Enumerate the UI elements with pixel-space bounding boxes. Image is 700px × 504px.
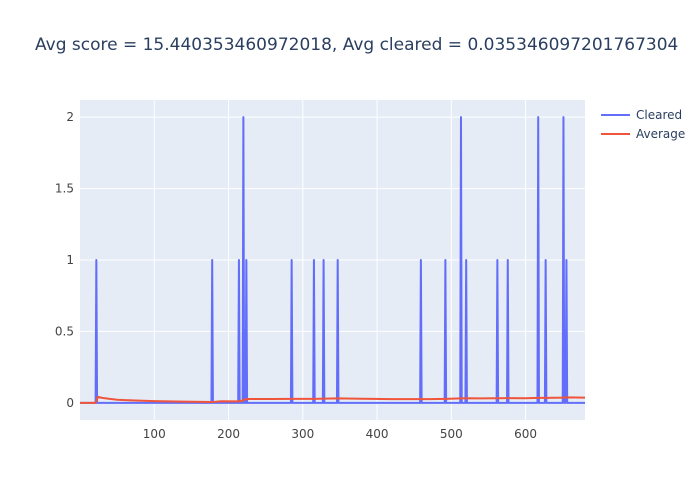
x-tick-label: 200 (217, 427, 240, 441)
y-tick-label: 1.5 (55, 182, 74, 196)
x-tick-label: 100 (143, 427, 166, 441)
series-line-average (80, 395, 586, 404)
chart-title: Avg score = 15.440353460972018, Avg clea… (35, 35, 678, 55)
x-tick-label: 500 (440, 427, 463, 441)
x-tick-label: 300 (291, 427, 314, 441)
legend-label-average[interactable]: Average (636, 127, 685, 141)
x-tick-label: 400 (366, 427, 389, 441)
x-axis: 100 200 300 400 500 600 (143, 427, 537, 441)
grid-layer (80, 100, 585, 420)
legend-label-cleared[interactable]: Cleared (636, 108, 682, 122)
y-tick-label: 2 (66, 110, 74, 124)
x-tick-label: 600 (514, 427, 537, 441)
y-tick-label: 0.5 (55, 324, 74, 338)
series-layer (80, 116, 586, 404)
y-axis: 0 0.5 1 1.5 2 (55, 110, 74, 410)
y-tick-label: 0 (66, 396, 74, 410)
legend[interactable]: Cleared Average (601, 108, 685, 141)
y-tick-label: 1 (66, 253, 74, 267)
